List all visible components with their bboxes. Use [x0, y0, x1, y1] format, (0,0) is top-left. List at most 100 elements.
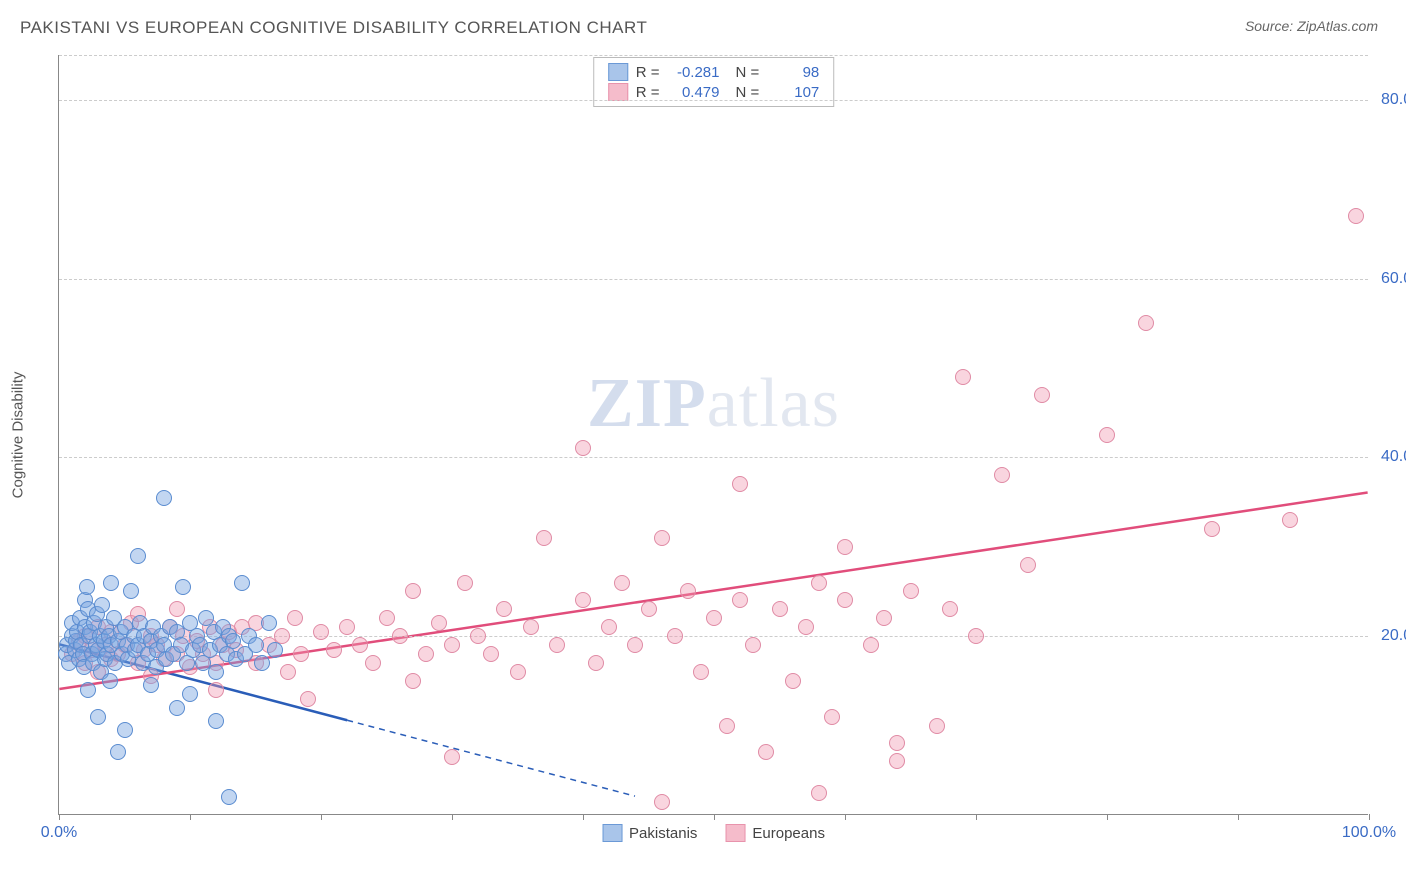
data-point-europeans: [405, 673, 421, 689]
series-legend: Pakistanis Europeans: [602, 824, 825, 842]
data-point-europeans: [627, 637, 643, 653]
swatch-europeans: [608, 83, 628, 101]
data-point-europeans: [798, 619, 814, 635]
data-point-pakistanis: [221, 789, 237, 805]
data-point-pakistanis: [94, 597, 110, 613]
x-tick: [845, 814, 846, 820]
swatch-europeans: [725, 824, 745, 842]
data-point-europeans: [1138, 315, 1154, 331]
data-point-pakistanis: [79, 579, 95, 595]
data-point-pakistanis: [110, 744, 126, 760]
data-point-europeans: [942, 601, 958, 617]
watermark-zip: ZIP: [587, 365, 707, 442]
data-point-europeans: [523, 619, 539, 635]
chart-container: Cognitive Disability ZIPatlas R = -0.281…: [48, 55, 1378, 815]
data-point-europeans: [510, 664, 526, 680]
y-tick-label: 20.0%: [1373, 627, 1406, 645]
data-point-europeans: [929, 718, 945, 734]
data-point-europeans: [365, 655, 381, 671]
gridline: [59, 55, 1368, 56]
data-point-europeans: [483, 646, 499, 662]
data-point-europeans: [614, 575, 630, 591]
data-point-europeans: [824, 709, 840, 725]
data-point-pakistanis: [156, 490, 172, 506]
data-point-europeans: [496, 601, 512, 617]
data-point-europeans: [772, 601, 788, 617]
data-point-europeans: [994, 467, 1010, 483]
scatter-plot: ZIPatlas R = -0.281 N = 98 R = 0.479 N =…: [58, 55, 1368, 815]
data-point-europeans: [837, 539, 853, 555]
data-point-pakistanis: [90, 709, 106, 725]
data-point-europeans: [680, 583, 696, 599]
data-point-europeans: [536, 530, 552, 546]
data-point-europeans: [745, 637, 761, 653]
data-point-europeans: [654, 794, 670, 810]
legend-label-pakistanis: Pakistanis: [629, 825, 697, 842]
data-point-europeans: [667, 628, 683, 644]
x-tick: [976, 814, 977, 820]
data-point-europeans: [955, 369, 971, 385]
data-point-pakistanis: [182, 686, 198, 702]
data-point-europeans: [444, 749, 460, 765]
data-point-pakistanis: [225, 633, 241, 649]
legend-item-pakistanis: Pakistanis: [602, 824, 697, 842]
legend-row-pakistanis: R = -0.281 N = 98: [608, 62, 820, 82]
data-point-europeans: [732, 476, 748, 492]
data-point-europeans: [444, 637, 460, 653]
x-tick: [1238, 814, 1239, 820]
data-point-europeans: [1099, 427, 1115, 443]
x-tick: [583, 814, 584, 820]
data-point-europeans: [379, 610, 395, 626]
data-point-europeans: [575, 440, 591, 456]
data-point-europeans: [785, 673, 801, 689]
x-tick: [321, 814, 322, 820]
chart-title: PAKISTANI VS EUROPEAN COGNITIVE DISABILI…: [20, 18, 647, 38]
data-point-europeans: [392, 628, 408, 644]
data-point-europeans: [300, 691, 316, 707]
data-point-europeans: [405, 583, 421, 599]
data-point-pakistanis: [254, 655, 270, 671]
n-label: N =: [736, 84, 760, 101]
data-point-europeans: [837, 592, 853, 608]
n-label: N =: [736, 64, 760, 81]
source-label: Source:: [1245, 18, 1297, 34]
gridline: [59, 279, 1368, 280]
x-tick: [1369, 814, 1370, 820]
data-point-europeans: [1020, 557, 1036, 573]
legend-label-europeans: Europeans: [752, 825, 825, 842]
data-point-pakistanis: [130, 548, 146, 564]
data-point-pakistanis: [208, 713, 224, 729]
y-tick-label: 80.0%: [1373, 91, 1406, 109]
data-point-europeans: [601, 619, 617, 635]
x-tick: [59, 814, 60, 820]
swatch-pakistanis: [602, 824, 622, 842]
data-point-pakistanis: [123, 583, 139, 599]
data-point-europeans: [431, 615, 447, 631]
data-point-pakistanis: [102, 673, 118, 689]
data-point-pakistanis: [234, 575, 250, 591]
gridline: [59, 100, 1368, 101]
data-point-europeans: [549, 637, 565, 653]
source-value: ZipAtlas.com: [1297, 18, 1378, 34]
data-point-europeans: [1348, 208, 1364, 224]
data-point-pakistanis: [261, 615, 277, 631]
watermark: ZIPatlas: [587, 364, 840, 444]
data-point-europeans: [641, 601, 657, 617]
y-tick-label: 60.0%: [1373, 270, 1406, 288]
data-point-pakistanis: [267, 642, 283, 658]
x-tick-label: 100.0%: [1342, 824, 1396, 842]
data-point-europeans: [811, 785, 827, 801]
x-tick: [714, 814, 715, 820]
watermark-atlas: atlas: [707, 365, 840, 442]
data-point-europeans: [968, 628, 984, 644]
data-point-europeans: [903, 583, 919, 599]
x-tick: [452, 814, 453, 820]
source-attribution: Source: ZipAtlas.com: [1245, 18, 1378, 36]
data-point-europeans: [280, 664, 296, 680]
data-point-pakistanis: [143, 677, 159, 693]
data-point-europeans: [758, 744, 774, 760]
data-point-europeans: [293, 646, 309, 662]
data-point-europeans: [889, 735, 905, 751]
data-point-europeans: [693, 664, 709, 680]
data-point-europeans: [876, 610, 892, 626]
